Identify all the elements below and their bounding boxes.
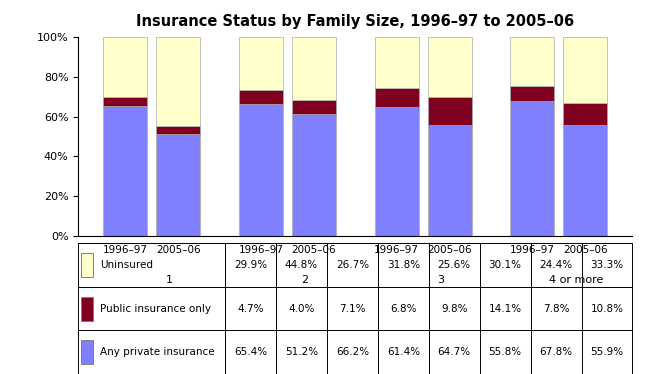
- Text: 33.3%: 33.3%: [591, 260, 623, 270]
- Text: 1: 1: [166, 275, 173, 285]
- Bar: [563, 103, 607, 125]
- Text: Public insurance only: Public insurance only: [100, 304, 211, 313]
- Text: 44.8%: 44.8%: [285, 260, 318, 270]
- Title: Insurance Status by Family Size, 1996–97 to 2005–06: Insurance Status by Family Size, 1996–97…: [136, 14, 574, 29]
- Text: 9.8%: 9.8%: [441, 304, 467, 313]
- Text: 4.7%: 4.7%: [237, 304, 264, 313]
- Bar: [511, 37, 554, 86]
- Text: Any private insurance: Any private insurance: [100, 347, 215, 357]
- Bar: [81, 297, 93, 321]
- Text: 61.4%: 61.4%: [387, 347, 420, 357]
- Bar: [81, 253, 93, 277]
- Bar: [375, 107, 419, 236]
- Text: 30.1%: 30.1%: [488, 260, 522, 270]
- Bar: [428, 97, 471, 125]
- Bar: [239, 91, 283, 104]
- Bar: [292, 37, 336, 101]
- Bar: [104, 37, 147, 96]
- Bar: [156, 134, 200, 236]
- Bar: [104, 96, 147, 106]
- Text: Uninsured: Uninsured: [100, 260, 153, 270]
- Bar: [375, 37, 419, 88]
- Bar: [104, 106, 147, 236]
- Text: 55.8%: 55.8%: [488, 347, 522, 357]
- Text: 29.9%: 29.9%: [234, 260, 267, 270]
- Bar: [563, 125, 607, 236]
- Text: 6.8%: 6.8%: [390, 304, 417, 313]
- Text: 51.2%: 51.2%: [285, 347, 318, 357]
- Bar: [239, 104, 283, 236]
- Text: 7.8%: 7.8%: [543, 304, 569, 313]
- Text: 3: 3: [437, 275, 444, 285]
- Bar: [375, 88, 419, 107]
- Text: 31.8%: 31.8%: [387, 260, 420, 270]
- Bar: [81, 340, 93, 364]
- Text: 14.1%: 14.1%: [488, 304, 522, 313]
- Text: 65.4%: 65.4%: [234, 347, 267, 357]
- Bar: [428, 125, 471, 236]
- Text: 7.1%: 7.1%: [339, 304, 366, 313]
- Bar: [156, 126, 200, 134]
- Text: 4.0%: 4.0%: [288, 304, 315, 313]
- Text: 26.7%: 26.7%: [336, 260, 369, 270]
- Text: 2: 2: [301, 275, 308, 285]
- Bar: [239, 37, 283, 91]
- Text: 66.2%: 66.2%: [336, 347, 369, 357]
- Text: 10.8%: 10.8%: [591, 304, 623, 313]
- Text: 25.6%: 25.6%: [437, 260, 471, 270]
- Text: 55.9%: 55.9%: [591, 347, 623, 357]
- Bar: [511, 86, 554, 101]
- Text: 4 or more: 4 or more: [549, 275, 604, 285]
- Bar: [292, 101, 336, 114]
- Bar: [563, 37, 607, 103]
- Text: 24.4%: 24.4%: [539, 260, 572, 270]
- Text: 67.8%: 67.8%: [539, 347, 572, 357]
- Bar: [428, 37, 471, 97]
- Bar: [292, 114, 336, 236]
- Bar: [511, 101, 554, 236]
- Bar: [156, 37, 200, 126]
- Text: 64.7%: 64.7%: [437, 347, 471, 357]
